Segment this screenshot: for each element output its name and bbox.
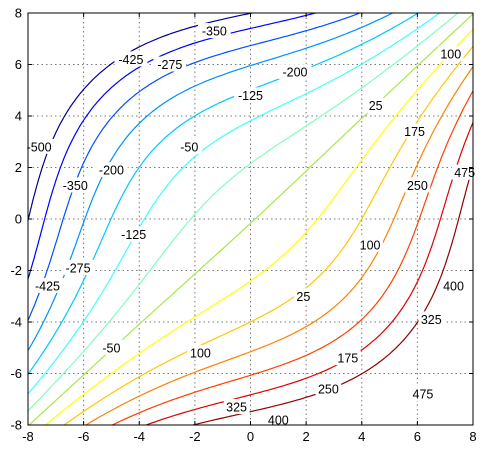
contour-label-bg [404,177,431,193]
contour-label-bg [410,386,436,402]
contour-label: 175 [404,125,425,139]
contour-label: -425 [35,279,60,293]
y-tick-label: -8 [10,418,22,433]
plot-frame [27,12,474,426]
contour-label: 250 [407,179,428,193]
contour-line-level-250 [85,66,474,426]
contour-label: 400 [443,279,464,293]
x-tick-label: -2 [189,429,201,444]
contour-label: -425 [118,53,143,67]
contour-label: 325 [226,400,247,414]
contour-label-bg [335,350,361,366]
contour-label: -125 [238,89,263,103]
contour-label-bg [278,64,312,80]
contour-label-bg [31,277,64,293]
contour-label: 100 [440,48,461,62]
contour-label: -275 [66,261,91,275]
contour-label-bg [187,344,214,360]
contour-label-bg [114,51,148,67]
contour-label: -350 [63,179,88,193]
y-tick-label: 2 [15,160,22,175]
contour-label: 325 [421,313,442,327]
x-tick-label: 0 [247,429,254,444]
y-tick-label: 0 [15,212,22,227]
contour-label-bg [437,46,464,62]
contour-labels: -350 -425 -275 -200 -125 -50 25 100 175 250 475 -50… [22,23,478,427]
x-tick-label: 8 [469,429,476,444]
contour-label-bg [197,23,231,39]
contour-label: 475 [454,166,475,180]
contour-label-bg [22,138,56,154]
contour-label-bg [451,164,478,180]
x-tick-label: -8 [22,429,34,444]
x-tick-label: -4 [133,429,145,444]
contour-label-bg [357,236,383,252]
contour-label: -275 [157,58,182,72]
x-tick-label: -6 [78,429,90,444]
contour-label: 25 [296,290,310,304]
contour-label: 475 [413,388,434,402]
contour-label-bg [265,411,292,427]
contour-line-level-325 [111,90,474,426]
y-tick-label: 6 [15,57,22,72]
y-tick-label: 4 [15,109,22,124]
contour-line-level-neg200 [27,12,419,375]
contour-line-level-neg425 [27,12,316,280]
contour-label-bg [153,56,187,72]
contour-label-bg [418,311,445,327]
contour-label-bg [58,177,92,193]
contour-label-bg [234,87,267,103]
y-tick-label: -6 [10,366,22,381]
contour-label: 175 [337,352,358,366]
contour-label: 25 [369,99,383,113]
contour-label-bg [117,226,151,242]
x-tick-label: 2 [303,429,310,444]
contour-label-bg [294,288,313,304]
contour-label: -125 [121,228,146,242]
contour-label: -200 [99,164,124,178]
contour-line-level-neg275 [27,12,394,352]
y-tick-label: -4 [10,315,22,330]
contour-label: -350 [202,25,227,39]
axis-ticks: -8 -6 -4 -2 0 2 4 6 8 -8 -6 -4 -2 0 2 4 6 8 [10,6,476,445]
contour-line-level-neg50 [27,12,459,412]
contour-label-bg [401,123,428,139]
contour-label: -50 [102,341,120,355]
contour-label-bg [223,398,250,414]
contour-label-bg [95,162,128,178]
contour-label-bg [98,339,125,355]
y-tick-label: -2 [10,263,22,278]
y-tick-label: 8 [15,6,22,21]
contour-line-level-neg350 [27,12,361,321]
contour-label: 100 [190,346,211,360]
contour-label-bg [315,380,342,396]
contour-label: -50 [180,140,198,154]
x-tick-label: 4 [358,429,365,444]
contour-label: 100 [360,238,381,252]
contour-label: 400 [268,413,289,427]
contour-label-bg [366,97,385,113]
contour-label-bg [176,138,203,154]
contour-label-bg [440,277,467,293]
contour-label: 250 [318,382,339,396]
contour-label: -200 [282,66,307,80]
x-tick-label: 6 [414,429,421,444]
contour-label-bg [61,259,95,275]
contour-label: -500 [27,140,52,154]
grid [28,13,473,425]
